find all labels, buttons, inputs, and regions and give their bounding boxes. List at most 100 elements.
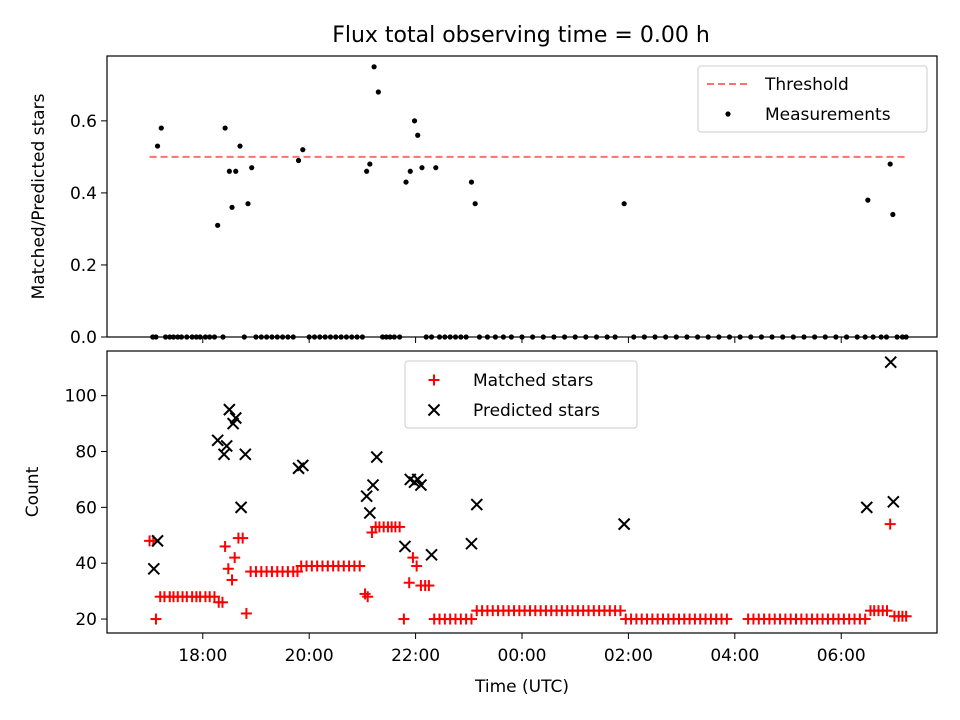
- bottom-x-ticks: 18:00 20:00 22:00 00:00 02:00 04:00 06:00: [178, 633, 866, 666]
- matched-point: [219, 540, 231, 552]
- matched-point: [465, 613, 477, 625]
- top-plot-frame: [106, 55, 938, 338]
- measurement-point: [621, 201, 627, 207]
- predicted-point: [860, 501, 873, 514]
- matched-point: [354, 560, 366, 572]
- matched-point: [859, 613, 871, 625]
- measurement-point: [226, 168, 232, 174]
- measurement-point: [865, 197, 871, 203]
- legend-predicted-swatch: [427, 403, 441, 417]
- measurement-point: [407, 168, 413, 174]
- measurement-point: [364, 168, 370, 174]
- legend-predicted-marker: [427, 403, 441, 417]
- matched-point: [614, 605, 626, 617]
- matched-point: [222, 563, 234, 575]
- predicted-point: [220, 439, 233, 453]
- matched-point: [398, 613, 410, 625]
- predicted-point: [465, 537, 478, 550]
- predicted-point: [229, 411, 242, 425]
- matched-point: [884, 518, 896, 530]
- predicted-point: [470, 498, 483, 511]
- measurement-point: [249, 165, 255, 171]
- measurement-point: [472, 201, 478, 207]
- predicted-point: [398, 540, 412, 553]
- matched-point: [229, 552, 241, 564]
- top-y-axis-label: Matched/Predicted stars: [29, 93, 49, 299]
- y-tick-label: 100: [65, 387, 97, 407]
- measurement-point: [233, 168, 239, 174]
- y-tick-label: 0.4: [70, 184, 97, 204]
- measurement-point: [229, 204, 235, 210]
- predicted-point: [211, 434, 224, 447]
- measurement-point: [411, 118, 418, 124]
- predicted-point: [296, 459, 310, 472]
- predicted-point: [363, 506, 377, 520]
- predicted-point: [360, 489, 373, 503]
- measurement-point: [415, 132, 421, 138]
- predicted-point: [217, 448, 231, 461]
- matched-point: [881, 605, 893, 617]
- measurement-point: [245, 201, 251, 207]
- matched-stars-marks: [144, 518, 912, 625]
- measurement-point: [433, 165, 439, 171]
- matched-point: [237, 532, 249, 544]
- measurement-point: [154, 143, 161, 149]
- x-tick-label: 22:00: [391, 646, 440, 666]
- bottom-y-axis-label: Count: [23, 466, 43, 517]
- matched-point: [366, 526, 378, 538]
- matched-point: [423, 580, 435, 592]
- y-tick-label: 0.6: [70, 112, 97, 132]
- predicted-point: [223, 403, 236, 416]
- predicted-point: [147, 562, 161, 575]
- predicted-point: [239, 448, 252, 461]
- matched-point: [362, 591, 374, 603]
- predicted-point: [887, 495, 900, 508]
- matched-point: [411, 560, 423, 572]
- legend-measurements-swatch: [725, 111, 731, 117]
- x-tick-label: 04:00: [710, 646, 759, 666]
- bottom-legend-box: [404, 360, 638, 429]
- x-axis-label: Time (UTC): [474, 677, 569, 697]
- legend-matched-marker: [428, 374, 440, 386]
- legend-matched-label: Matched stars: [473, 371, 593, 391]
- top-y-ticks: 0.0 0.2 0.4 0.6: [70, 112, 107, 348]
- measurement-point: [887, 161, 893, 167]
- matched-point: [291, 566, 303, 578]
- matched-point: [403, 577, 415, 589]
- chart-title: Flux total observing time = 0.00 h: [332, 23, 710, 48]
- measurement-point: [403, 179, 409, 185]
- y-tick-label: 20: [75, 610, 97, 630]
- y-tick-label: 40: [75, 554, 97, 574]
- legend-threshold-label: Threshold: [764, 75, 849, 95]
- legend-matched-swatch: [428, 374, 440, 386]
- y-tick-label: 0.2: [70, 256, 97, 276]
- x-tick-label: 06:00: [817, 646, 866, 666]
- predicted-point: [151, 534, 164, 548]
- predicted-stars-marks: [147, 355, 900, 575]
- y-tick-label: 80: [75, 443, 97, 463]
- predicted-point: [617, 517, 631, 531]
- measurement-point: [367, 161, 373, 167]
- measurement-point: [468, 179, 475, 185]
- top-legend: Threshold Measurements: [697, 65, 928, 133]
- matched-point: [150, 613, 162, 625]
- measurement-point: [158, 125, 164, 131]
- legend-predicted-label: Predicted stars: [473, 401, 600, 421]
- measurement-point: [300, 147, 306, 153]
- top-x-ticks: [202, 337, 842, 343]
- matched-point: [721, 613, 733, 625]
- bottom-plot-frame: [106, 350, 938, 634]
- measurement-point: [215, 222, 221, 228]
- flux-ratio-panel: 0.0 0.2 0.4 0.6 Matched/Predicted stars Thr…: [29, 55, 938, 348]
- measurement-point: [890, 211, 896, 218]
- matched-point: [394, 521, 406, 533]
- measurement-point: [222, 125, 228, 131]
- measurement-point: [295, 157, 302, 164]
- predicted-point: [234, 501, 248, 514]
- bottom-y-ticks: 20 40 60 80 100: [65, 387, 107, 630]
- measurement-point: [375, 89, 381, 95]
- matched-point: [208, 591, 220, 603]
- matched-point: [240, 607, 252, 619]
- predicted-point: [884, 355, 897, 369]
